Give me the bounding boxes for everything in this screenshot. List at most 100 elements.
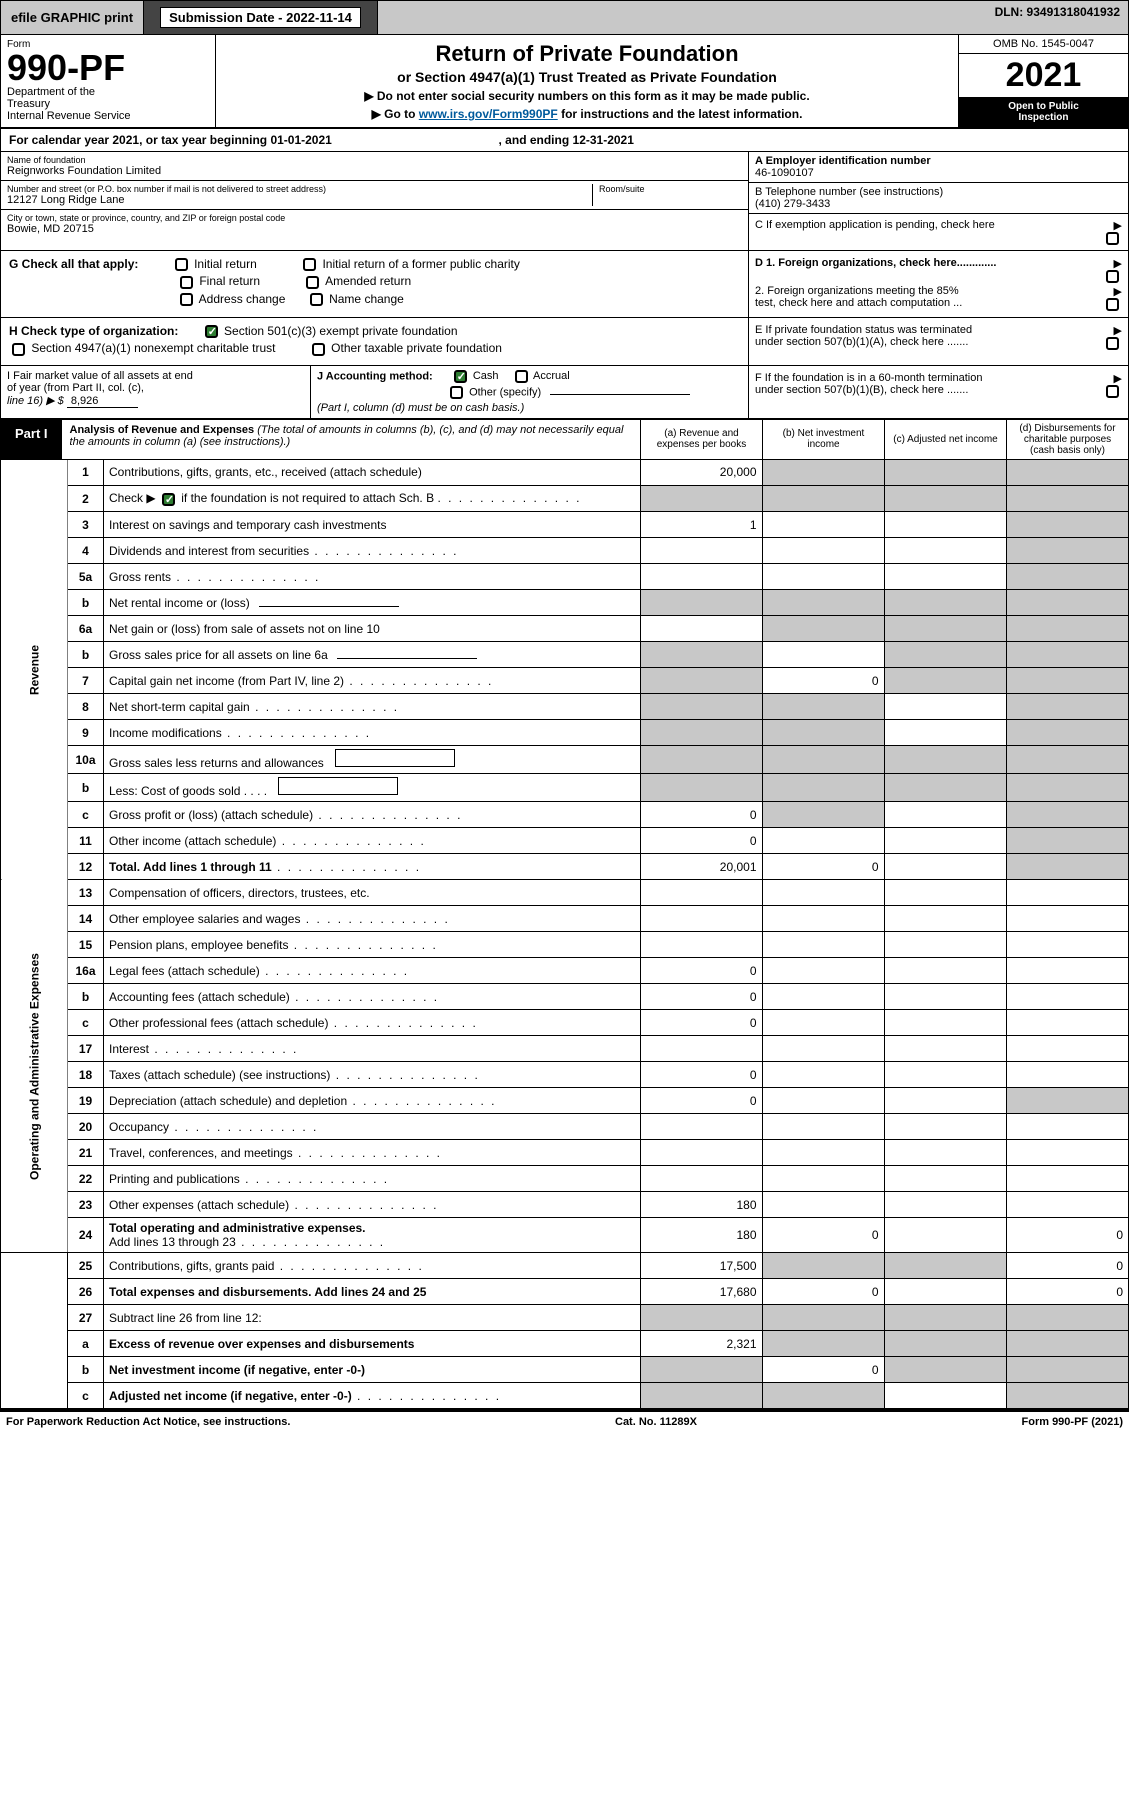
table-row: 7 Capital gain net income (from Part IV,… (1, 668, 1128, 694)
g-initial-return-checkbox[interactable] (175, 258, 188, 271)
ln-desc: Travel, conferences, and meetings (104, 1140, 641, 1166)
ln-num: 22 (68, 1166, 104, 1192)
ln-col-c (884, 642, 1006, 668)
j-other-input[interactable] (550, 394, 690, 395)
c-checkbox[interactable] (1106, 232, 1119, 245)
table-row: b Net investment income (if negative, en… (1, 1357, 1128, 1383)
ln-col-c (884, 668, 1006, 694)
f-checkbox[interactable] (1106, 385, 1119, 398)
table-row: Operating and Administrative Expenses 13… (1, 880, 1128, 906)
table-row: 3 Interest on savings and temporary cash… (1, 512, 1128, 538)
table-row: Revenue 1 Contributions, gifts, grants, … (1, 460, 1128, 486)
ln-col-b: 0 (762, 1218, 884, 1253)
city-cell: City or town, state or province, country… (1, 210, 748, 238)
f2-text: under section 507(b)(1)(B), check here .… (755, 384, 968, 396)
ln-desc: Net gain or (loss) from sale of assets n… (104, 616, 641, 642)
ln-col-c (884, 984, 1006, 1010)
table-row: 24 Total operating and administrative ex… (1, 1218, 1128, 1253)
ln-col-a (640, 746, 762, 774)
ln-col-b (762, 590, 884, 616)
ln-col-c (884, 512, 1006, 538)
e1-text: E If private foundation status was termi… (755, 324, 972, 336)
header-left: Form 990-PF Department of the Treasury I… (1, 35, 216, 127)
ln-col-d (1006, 590, 1128, 616)
table-row: c Adjusted net income (if negative, ente… (1, 1383, 1128, 1409)
ln-col-d: 0 (1006, 1253, 1128, 1279)
l10b-box[interactable] (278, 777, 398, 795)
ln-num: 3 (68, 512, 104, 538)
ln-col-a: 180 (640, 1192, 762, 1218)
ln-col-a (640, 880, 762, 906)
g-address-change-checkbox[interactable] (180, 293, 193, 306)
h-other-taxable-checkbox[interactable] (312, 343, 325, 356)
ln-desc: Adjusted net income (if negative, enter … (104, 1383, 641, 1409)
table-row: c Gross profit or (loss) (attach schedul… (1, 802, 1128, 828)
table-row: b Accounting fees (attach schedule) 0 (1, 984, 1128, 1010)
e2-text: under section 507(b)(1)(A), check here .… (755, 336, 968, 348)
ln-col-b (762, 720, 884, 746)
ln-col-a (640, 486, 762, 512)
ln-col-b (762, 486, 884, 512)
ln-col-d (1006, 932, 1128, 958)
l2-checkbox[interactable] (162, 493, 175, 506)
ln-col-c (884, 1279, 1006, 1305)
ln-num: 13 (68, 880, 104, 906)
l6b-input[interactable] (337, 658, 477, 659)
ein-value: 46-1090107 (755, 167, 1122, 179)
table-row: 6a Net gain or (loss) from sale of asset… (1, 616, 1128, 642)
instructions-link[interactable]: www.irs.gov/Form990PF (419, 107, 558, 121)
g-final-return-checkbox[interactable] (180, 276, 193, 289)
ln-col-c (884, 720, 1006, 746)
table-row: 27 Subtract line 26 from line 12: (1, 1305, 1128, 1331)
d1-checkbox[interactable] (1106, 270, 1119, 283)
l10a-box[interactable] (335, 749, 455, 767)
footer-mid: Cat. No. 11289X (615, 1416, 697, 1428)
ln-desc: Pension plans, employee benefits (104, 932, 641, 958)
g-amended-checkbox[interactable] (306, 276, 319, 289)
j-accrual-checkbox[interactable] (515, 370, 528, 383)
box-c: C If exemption application is pending, c… (749, 214, 1128, 250)
ln-desc: Capital gain net income (from Part IV, l… (104, 668, 641, 694)
ln-col-d (1006, 1114, 1128, 1140)
ln-col-c (884, 616, 1006, 642)
f1-text: F If the foundation is in a 60-month ter… (755, 372, 982, 384)
table-row: 16a Legal fees (attach schedule) 0 (1, 958, 1128, 984)
ln-num: 2 (68, 486, 104, 512)
h-501c3-checkbox[interactable] (205, 325, 218, 338)
l5b-input[interactable] (259, 606, 399, 607)
ln-desc: Gross sales less returns and allowances (104, 746, 641, 774)
ln-col-d (1006, 1305, 1128, 1331)
ln-col-d (1006, 1166, 1128, 1192)
h1-text: Section 501(c)(3) exempt private foundat… (224, 324, 457, 338)
ln-col-b (762, 906, 884, 932)
h-4947-checkbox[interactable] (12, 343, 25, 356)
ln-desc: Net rental income or (loss) (104, 590, 641, 616)
efile-print-button[interactable]: efile GRAPHIC print (1, 1, 144, 34)
box-g: G Check all that apply: Initial return I… (1, 251, 748, 317)
ln-col-a: 0 (640, 1010, 762, 1036)
e-checkbox[interactable] (1106, 337, 1119, 350)
g-name-change-checkbox[interactable] (310, 293, 323, 306)
ln-num: 20 (68, 1114, 104, 1140)
j-other-checkbox[interactable] (450, 386, 463, 399)
ln-desc: Depreciation (attach schedule) and deple… (104, 1088, 641, 1114)
d1-text: D 1. Foreign organizations, check here..… (755, 257, 996, 269)
room-label: Room/suite (599, 184, 742, 194)
ln-col-d (1006, 538, 1128, 564)
fmv-value: 8,926 (67, 395, 139, 408)
submission-date-wrap: Submission Date - 2022-11-14 (144, 1, 378, 34)
ln-col-b (762, 1088, 884, 1114)
col-a-header: (a) Revenue and expenses per books (640, 420, 762, 459)
j-other-text: Other (specify) (469, 386, 541, 398)
box-i: I Fair market value of all assets at end… (1, 366, 311, 418)
ln-col-c (884, 1331, 1006, 1357)
ln-desc: Interest on savings and temporary cash i… (104, 512, 641, 538)
j-cash-checkbox[interactable] (454, 370, 467, 383)
table-row: 11 Other income (attach schedule) 0 (1, 828, 1128, 854)
d2-checkbox[interactable] (1106, 298, 1119, 311)
form-title: Return of Private Foundation (224, 41, 950, 67)
g-initial-former-checkbox[interactable] (303, 258, 316, 271)
ln-col-c (884, 746, 1006, 774)
city-value: Bowie, MD 20715 (7, 223, 742, 235)
ln-num: b (68, 984, 104, 1010)
